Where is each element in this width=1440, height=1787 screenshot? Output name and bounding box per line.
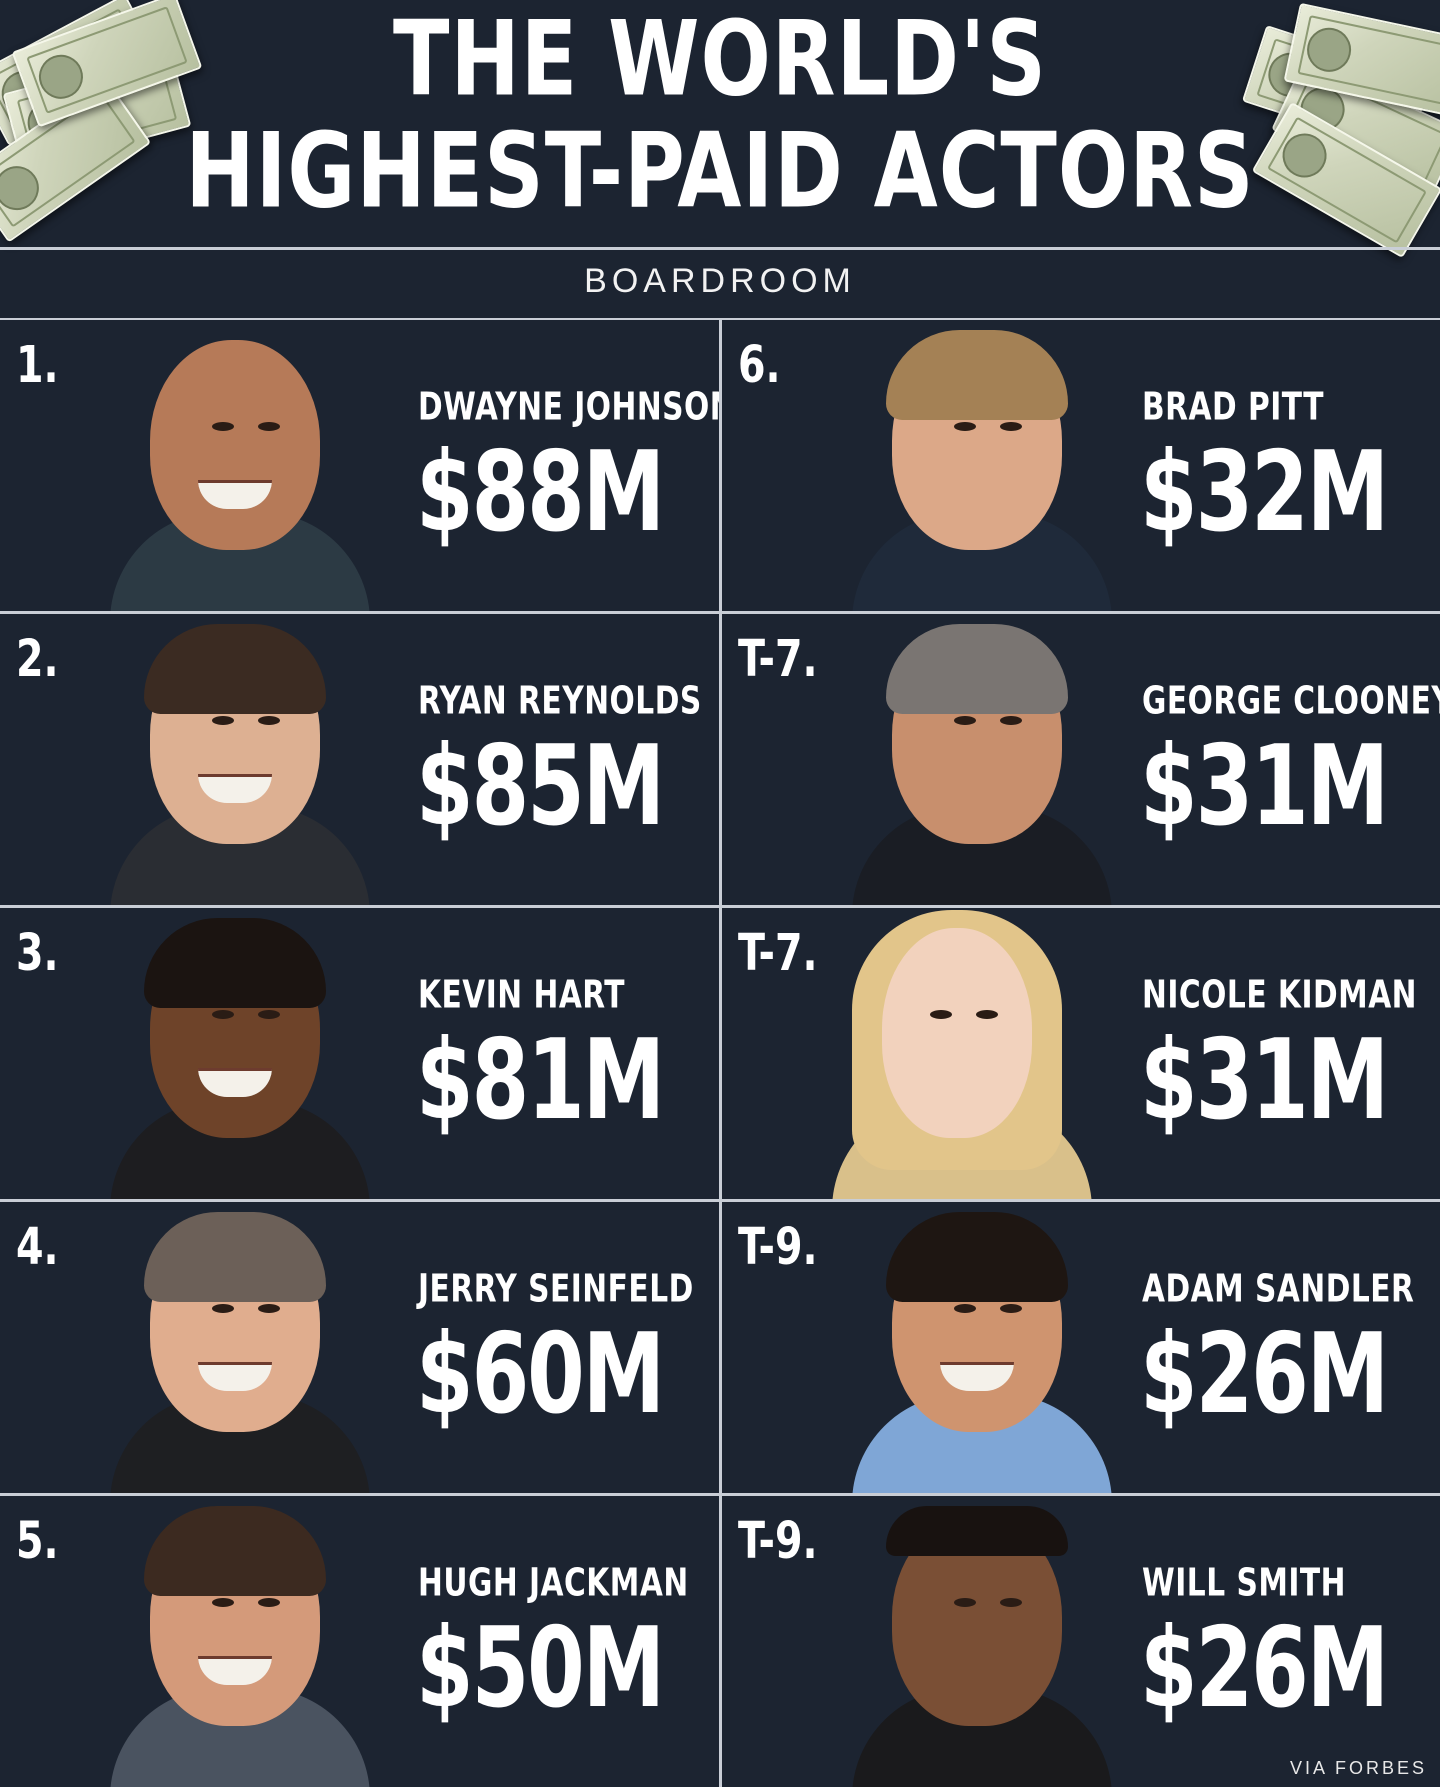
actor-name: HUGH JACKMAN [418,1560,689,1605]
actor-photo-kevin-hart [110,908,370,1199]
divider [0,318,1440,320]
row-divider [0,611,1440,614]
earnings-amount: $31M [1140,722,1389,851]
actor-photo-nicole-kidman [832,908,1092,1199]
title-line-1: THE WORLD'S [393,0,1047,120]
earnings-amount: $88M [416,428,665,557]
actor-card: T-9. WILL SMITH $26M VIA FORBES [722,1496,1440,1787]
title-line-2: HIGHEST-PAID ACTORS [185,111,1255,232]
actor-name: GEORGE CLOONEY [1142,678,1440,723]
actor-card: 4. JERRY SEINFELD $60M [0,1202,719,1493]
actor-name: JERRY SEINFELD [418,1266,694,1311]
rank-label: T-9. [738,1218,818,1277]
earnings-amount: $81M [416,1016,665,1145]
actors-grid: 1. DWAYNE JOHNSON $88M 2. RYAN REYNOLDS … [0,320,1440,1787]
actor-card: 6. BRAD PITT $32M [722,320,1440,611]
actor-photo-george-clooney [852,614,1112,905]
actor-card: 3. KEVIN HART $81M [0,908,719,1199]
actor-name: NICOLE KIDMAN [1142,972,1418,1017]
column-divider [719,320,722,1787]
actor-card: T-7. NICOLE KIDMAN $31M [722,908,1440,1199]
rank-label: 1. [16,336,59,395]
actor-name: BRAD PITT [1142,384,1325,429]
earnings-amount: $32M [1140,428,1389,557]
rank-label: 3. [16,924,59,983]
row-divider [0,1493,1440,1496]
rank-label: T-7. [738,630,818,689]
row-divider [0,1199,1440,1202]
actor-name: WILL SMITH [1142,1560,1347,1605]
actor-photo-jerry-seinfeld [110,1202,370,1493]
rank-label: 6. [738,336,781,395]
actor-name: ADAM SANDLER [1142,1266,1415,1311]
row-divider [0,905,1440,908]
rank-label: T-7. [738,924,818,983]
earnings-amount: $50M [416,1604,665,1733]
page-title: THE WORLD'S HIGHEST-PAID ACTORS [0,0,1440,232]
actor-photo-dwayne-johnson [110,320,370,611]
actor-card: 1. DWAYNE JOHNSON $88M [0,320,719,611]
brand-label: BOARDROOM [584,262,856,300]
earnings-amount: $60M [416,1310,665,1439]
divider [0,247,1440,250]
earnings-amount: $26M [1140,1604,1389,1733]
rank-label: 2. [16,630,59,689]
rank-label: 5. [16,1512,59,1571]
earnings-amount: $31M [1140,1016,1389,1145]
actor-photo-brad-pitt [852,320,1112,611]
rank-label: T-9. [738,1512,818,1571]
actor-card: T-7. GEORGE CLOONEY $31M [722,614,1440,905]
earnings-amount: $26M [1140,1310,1389,1439]
actor-photo-hugh-jackman [110,1496,370,1787]
source-credit: VIA FORBES [1289,1758,1427,1778]
actor-card: 2. RYAN REYNOLDS $85M [0,614,719,905]
earnings-amount: $85M [416,722,665,851]
actor-name: RYAN REYNOLDS [418,678,702,723]
actor-photo-ryan-reynolds [110,614,370,905]
actor-name: DWAYNE JOHNSON [418,384,719,429]
actor-name: KEVIN HART [418,972,625,1017]
actor-card: T-9. ADAM SANDLER $26M [722,1202,1440,1493]
rank-label: 4. [16,1218,59,1277]
actor-photo-will-smith [852,1496,1112,1787]
actor-photo-adam-sandler [852,1202,1112,1493]
header: THE WORLD'S HIGHEST-PAID ACTORS [0,0,1440,259]
actor-card: 5. HUGH JACKMAN $50M [0,1496,719,1787]
